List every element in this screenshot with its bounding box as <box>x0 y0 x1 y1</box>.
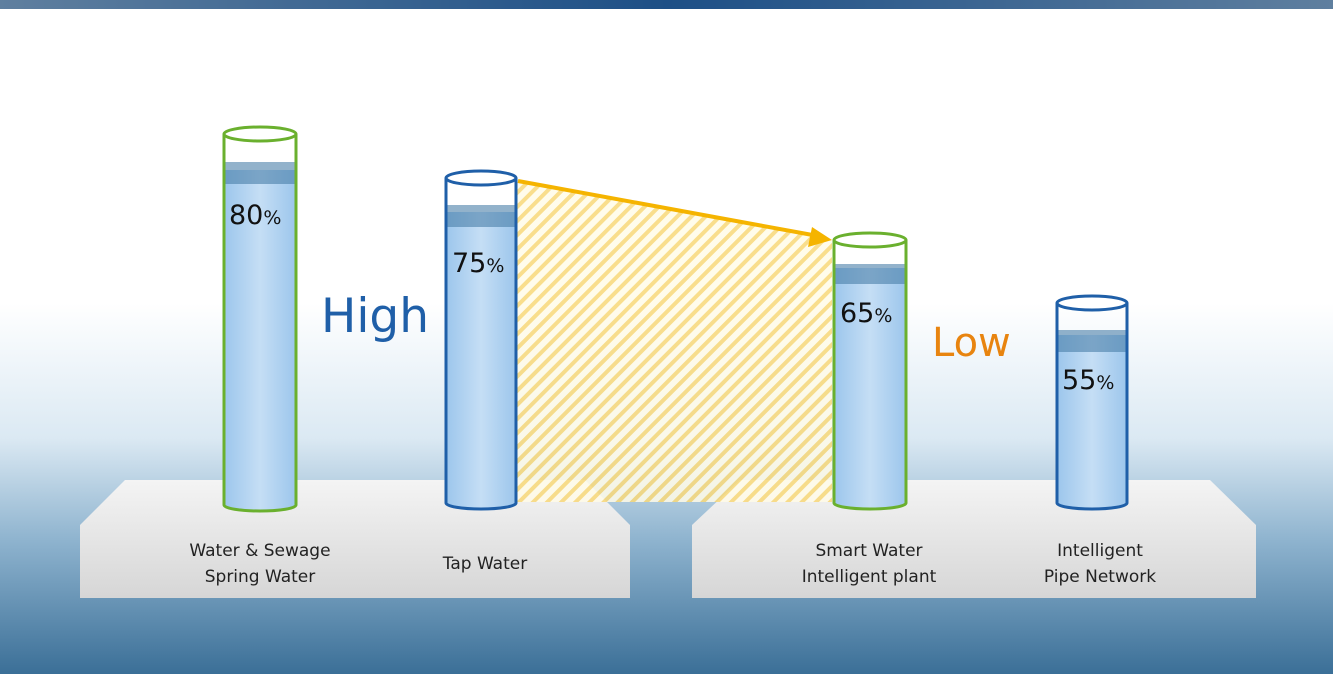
item-label: Spring Water <box>205 567 316 587</box>
item-label: Intelligent <box>1057 541 1143 561</box>
percentage: 65% <box>840 298 892 329</box>
platform <box>692 480 1256 598</box>
unit: % <box>263 207 281 229</box>
high-label: High <box>321 289 429 344</box>
item-label: Tap Water <box>442 554 527 574</box>
unit: % <box>874 305 892 327</box>
item-label: Smart Water <box>815 541 922 561</box>
value: 55 <box>1062 365 1096 396</box>
cylinder <box>444 169 518 511</box>
item-label: Pipe Network <box>1044 567 1156 587</box>
cylinder <box>1055 294 1129 511</box>
top-band <box>0 0 1333 9</box>
arrow-line <box>517 179 819 238</box>
unit: % <box>486 255 504 277</box>
cylinder <box>832 231 908 511</box>
cylinder <box>222 125 298 513</box>
percentage: 80% <box>229 200 281 231</box>
value: 65 <box>840 298 874 329</box>
value: 80 <box>229 200 263 231</box>
arrow-head <box>808 227 832 247</box>
low-label: Low <box>932 320 1011 366</box>
percentage: 55% <box>1062 365 1114 396</box>
hatch-area <box>516 180 832 502</box>
item-label: Intelligent plant <box>802 567 937 587</box>
value: 75 <box>452 248 486 279</box>
item-label: Water & Sewage <box>189 541 330 561</box>
unit: % <box>1096 372 1114 394</box>
percentage: 75% <box>452 248 504 279</box>
